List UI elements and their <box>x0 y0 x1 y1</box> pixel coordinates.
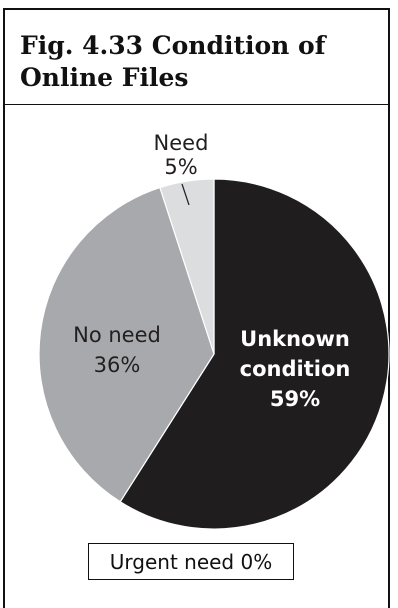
pie-label-no-need: No need 36% <box>73 323 161 377</box>
title-divider <box>5 104 388 105</box>
need-leader-line <box>181 183 190 206</box>
pie-chart: Unknown condition 59% No need 36% Need 5% <box>38 131 390 530</box>
pie-label-need: Need 5% <box>154 131 209 179</box>
urgent-need-note: Urgent need 0% <box>88 543 294 580</box>
figure-title: Fig. 4.33 Condition of Online Files <box>20 30 360 94</box>
pie-slice-unknown-condition <box>119 178 390 530</box>
pie-slice-need <box>159 178 215 355</box>
pie-label-unknown-condition: Unknown condition 59% <box>240 327 351 411</box>
figure-frame <box>3 8 390 608</box>
pie-slice-no-need <box>38 186 215 503</box>
title-line-2: Online Files <box>20 63 189 92</box>
title-line-1: Fig. 4.33 Condition of <box>20 31 326 60</box>
